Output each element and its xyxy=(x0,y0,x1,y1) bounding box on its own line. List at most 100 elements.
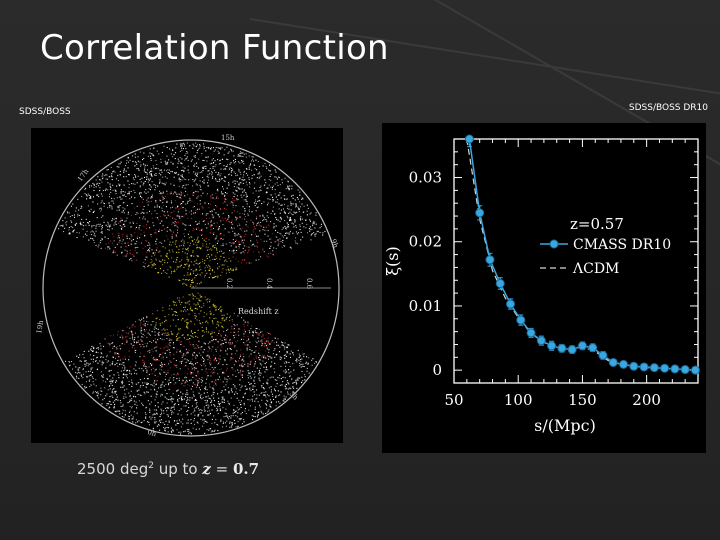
galaxy-point xyxy=(144,164,146,166)
galaxy-point xyxy=(276,178,278,180)
galaxy-point xyxy=(99,223,101,225)
galaxy-point xyxy=(165,420,167,422)
galaxy-point xyxy=(173,358,175,360)
galaxy-point xyxy=(121,219,123,221)
galaxy-point xyxy=(171,270,173,272)
galaxy-point xyxy=(220,333,222,335)
galaxy-point xyxy=(193,180,195,182)
galaxy-point xyxy=(194,315,196,317)
galaxy-point xyxy=(289,376,291,378)
galaxy-point xyxy=(175,224,177,226)
galaxy-point xyxy=(233,160,235,162)
galaxy-point xyxy=(191,363,193,365)
galaxy-point xyxy=(136,373,138,375)
galaxy-point xyxy=(304,374,306,376)
galaxy-point xyxy=(167,226,169,228)
galaxy-point xyxy=(170,396,172,398)
galaxy-point xyxy=(231,174,233,176)
galaxy-point xyxy=(182,296,184,298)
galaxy-point xyxy=(179,143,181,145)
galaxy-point xyxy=(202,238,204,240)
galaxy-point xyxy=(109,406,111,408)
galaxy-point xyxy=(112,189,114,191)
galaxy-point xyxy=(212,165,214,167)
galaxy-point xyxy=(203,331,205,333)
galaxy-point xyxy=(185,179,187,181)
galaxy-point xyxy=(186,157,188,159)
galaxy-point xyxy=(211,418,213,420)
galaxy-point xyxy=(97,194,99,196)
galaxy-point xyxy=(165,255,167,257)
galaxy-point xyxy=(219,233,221,235)
galaxy-point xyxy=(209,398,211,400)
galaxy-point xyxy=(116,209,118,211)
galaxy-point xyxy=(250,240,252,242)
galaxy-point xyxy=(209,301,211,303)
galaxy-point xyxy=(187,165,189,167)
galaxy-point xyxy=(175,311,177,313)
galaxy-point xyxy=(140,229,142,231)
galaxy-point xyxy=(258,165,260,167)
galaxy-point xyxy=(145,386,147,388)
galaxy-point xyxy=(274,337,276,339)
galaxy-point xyxy=(68,232,70,234)
galaxy-point xyxy=(162,422,164,424)
galaxy-point xyxy=(122,362,124,364)
galaxy-point xyxy=(303,353,305,355)
galaxy-point xyxy=(235,391,237,393)
redshift-axis-label: Redshift z xyxy=(238,307,279,316)
galaxy-point xyxy=(243,174,245,176)
galaxy-point xyxy=(167,161,169,163)
galaxy-point xyxy=(276,341,278,343)
galaxy-point xyxy=(314,235,316,237)
galaxy-point xyxy=(217,379,219,381)
galaxy-point xyxy=(200,379,202,381)
galaxy-point xyxy=(124,368,126,370)
galaxy-point xyxy=(213,354,215,356)
galaxy-point xyxy=(235,216,237,218)
galaxy-point xyxy=(176,229,178,231)
galaxy-point xyxy=(66,211,68,213)
galaxy-point xyxy=(213,305,215,307)
galaxy-point xyxy=(108,202,110,204)
galaxy-point xyxy=(215,275,217,277)
galaxy-point xyxy=(301,381,303,383)
galaxy-point xyxy=(239,162,241,164)
galaxy-point xyxy=(197,196,199,198)
galaxy-point xyxy=(207,156,209,158)
galaxy-point xyxy=(211,336,213,338)
galaxy-point xyxy=(240,155,242,157)
galaxy-point xyxy=(224,195,226,197)
galaxy-point xyxy=(216,248,218,250)
galaxy-point xyxy=(126,250,128,252)
galaxy-point xyxy=(202,419,204,421)
galaxy-point xyxy=(284,398,286,400)
galaxy-point xyxy=(128,193,130,195)
galaxy-point xyxy=(197,256,199,258)
galaxy-point xyxy=(249,248,251,250)
galaxy-point xyxy=(246,262,248,264)
galaxy-point xyxy=(100,394,102,396)
galaxy-point xyxy=(202,380,204,382)
galaxy-point xyxy=(100,179,102,181)
galaxy-point xyxy=(202,166,204,168)
galaxy-point xyxy=(192,143,194,145)
galaxy-point xyxy=(162,358,164,360)
galaxy-point xyxy=(209,226,211,228)
galaxy-point xyxy=(185,148,187,150)
galaxy-point xyxy=(238,187,240,189)
galaxy-point xyxy=(142,198,144,200)
galaxy-point xyxy=(286,237,288,239)
galaxy-point xyxy=(126,377,128,379)
galaxy-point xyxy=(68,227,70,229)
galaxy-point xyxy=(249,186,251,188)
galaxy-point xyxy=(200,300,202,302)
galaxy-point xyxy=(237,233,239,235)
galaxy-point xyxy=(221,158,223,160)
galaxy-point xyxy=(197,302,199,304)
galaxy-point xyxy=(188,303,190,305)
galaxy-point xyxy=(252,221,254,223)
galaxy-point xyxy=(108,400,110,402)
galaxy-point xyxy=(150,236,152,238)
galaxy-point xyxy=(82,236,84,238)
